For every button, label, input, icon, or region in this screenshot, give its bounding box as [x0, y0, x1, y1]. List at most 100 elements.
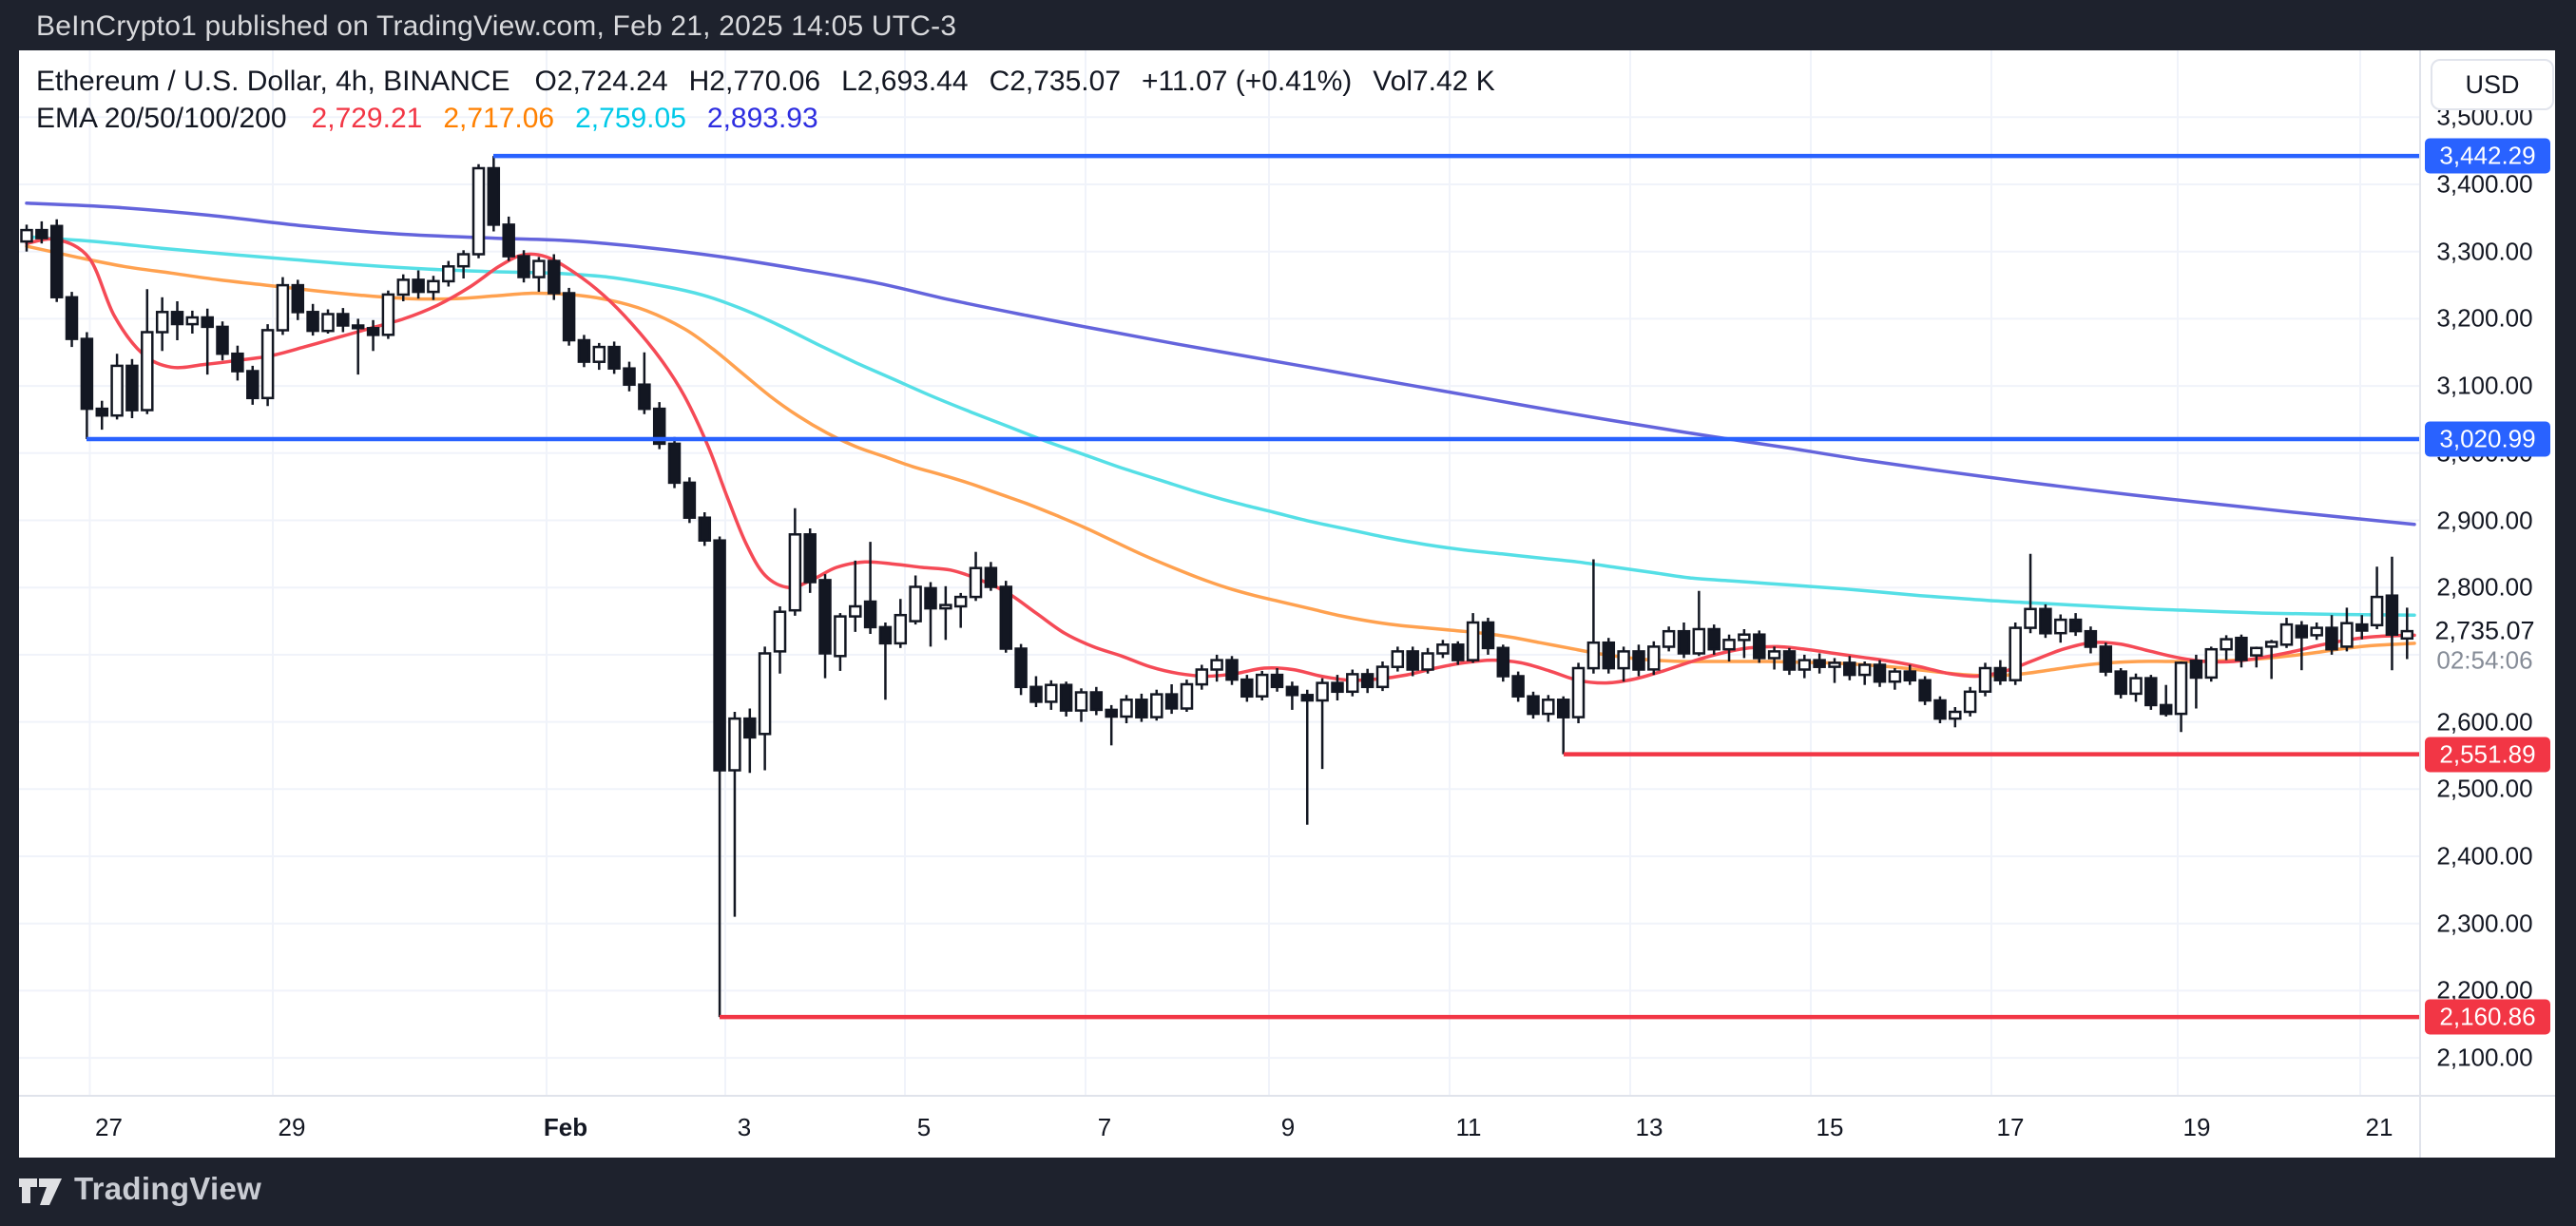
- price-tick-label: 3,100.00: [2436, 371, 2533, 400]
- price-tick-label: 2,800.00: [2436, 572, 2533, 602]
- candle: [95, 400, 109, 431]
- candle: [381, 290, 395, 339]
- candle: [517, 250, 530, 283]
- candle: [1481, 618, 1495, 655]
- time-tick-label: Feb: [543, 1113, 588, 1141]
- candle: [2279, 618, 2294, 648]
- price-level-badge[interactable]: 2,551.89: [2425, 737, 2550, 773]
- time-tick-label: 19: [2182, 1113, 2211, 1141]
- candle: [110, 354, 124, 420]
- candle: [773, 606, 787, 674]
- tradingview-logo-icon[interactable]: [19, 1178, 63, 1205]
- candle: [682, 477, 697, 524]
- candle: [1331, 675, 1344, 700]
- candle: [456, 250, 471, 278]
- ema-50-line[interactable]: [25, 244, 2416, 678]
- candle: [216, 321, 229, 361]
- candle: [2340, 607, 2354, 652]
- candle: [291, 279, 305, 320]
- candle: [65, 292, 79, 348]
- candle: [2370, 566, 2384, 629]
- candle: [427, 276, 440, 300]
- candle: [2235, 634, 2248, 668]
- candle: [1120, 695, 1133, 723]
- price-tick-label: 3,400.00: [2436, 169, 2533, 199]
- candle: [2220, 635, 2233, 661]
- time-axis[interactable]: 27 29 Feb 3 5 7 9 11 13 15 17 19 21: [19, 1096, 2555, 1158]
- candle: [638, 352, 651, 414]
- candle: [1466, 613, 1480, 663]
- time-tick-label: 9: [1280, 1113, 1296, 1141]
- ema-indicator-label[interactable]: EMA 20/50/100/200: [36, 103, 287, 134]
- candle: [1421, 647, 1434, 674]
- candle: [999, 581, 1013, 653]
- price-axis[interactable]: 3,500.00 3,400.00 3,300.00 3,200.00 3,100.00…: [2414, 50, 2555, 1158]
- price-level-badge[interactable]: 3,442.29: [2425, 138, 2550, 174]
- candle: [276, 277, 290, 335]
- candle: [35, 220, 48, 244]
- candle: [1963, 686, 1977, 717]
- candle: [1300, 689, 1315, 825]
- price-tick-label: 2,600.00: [2436, 707, 2533, 737]
- candle: [336, 308, 350, 333]
- candle: [1632, 644, 1645, 677]
- chart-legend: Ethereum / U.S. Dollar, 4h, BINANCE O2,72…: [36, 64, 1516, 136]
- candle: [818, 574, 832, 679]
- candle: [1782, 647, 1797, 676]
- candle: [1059, 681, 1073, 717]
- candle: [1089, 686, 1104, 716]
- candle: [1436, 640, 1450, 659]
- currency-toggle-button[interactable]: USD: [2431, 59, 2554, 110]
- time-tick-label: 3: [737, 1113, 752, 1141]
- candle: [2189, 654, 2203, 709]
- candle: [1316, 678, 1329, 770]
- candle: [125, 358, 139, 418]
- candle: [1074, 688, 1088, 722]
- price-tick-label: 2,300.00: [2436, 909, 2533, 938]
- candle: [1135, 693, 1148, 722]
- candle: [548, 254, 561, 300]
- candle: [1210, 654, 1223, 682]
- candle: [1949, 707, 1962, 728]
- price-tick-label: 2,900.00: [2436, 506, 2533, 534]
- candle: [863, 542, 877, 634]
- candle: [185, 310, 200, 334]
- candle: [1391, 646, 1405, 672]
- candle: [1978, 662, 1992, 697]
- candle: [1797, 654, 1812, 679]
- price-level-badge[interactable]: 2,160.86: [2425, 999, 2550, 1035]
- candle: [2114, 668, 2127, 699]
- time-tick-label: 15: [1816, 1113, 1844, 1141]
- candle: [2385, 556, 2399, 671]
- price-level-badge[interactable]: 3,020.99: [2425, 421, 2550, 457]
- candle: [20, 224, 33, 252]
- candle: [260, 324, 275, 407]
- candle: [849, 560, 862, 632]
- candle: [49, 219, 64, 302]
- candle: [1180, 680, 1194, 712]
- candle: [2159, 684, 2173, 717]
- chart-panel[interactable]: Ethereum / U.S. Dollar, 4h, BINANCE O2,72…: [19, 50, 2555, 1158]
- candle: [984, 562, 998, 591]
- candlestick-chart-canvas[interactable]: [19, 50, 2555, 1158]
- candle: [1918, 676, 1932, 705]
- candle: [1586, 559, 1601, 674]
- candle: [1240, 675, 1254, 702]
- symbol-title[interactable]: Ethereum / U.S. Dollar, 4h, BINANCE: [36, 66, 510, 97]
- candle: [1707, 624, 1721, 655]
- ema-indicator-row[interactable]: EMA 20/50/100/200 2,729.21 2,717.06 2,759.0…: [36, 101, 1516, 136]
- candle: [1527, 691, 1540, 719]
- ema-200-line[interactable]: [25, 201, 2416, 527]
- candle: [1617, 646, 1630, 682]
- candle: [1843, 656, 1856, 680]
- tradingview-wordmark[interactable]: TradingView: [74, 1171, 262, 1206]
- symbol-ohlc-row[interactable]: Ethereum / U.S. Dollar, 4h, BINANCE O2,72…: [36, 64, 1516, 99]
- candle: [1285, 681, 1299, 710]
- candle: [2174, 661, 2188, 733]
- candle: [1813, 653, 1826, 674]
- price-tick-label: 2,400.00: [2436, 841, 2533, 871]
- candle: [2054, 614, 2067, 643]
- candle: [1255, 670, 1269, 700]
- candle: [667, 436, 682, 488]
- candle: [351, 318, 365, 375]
